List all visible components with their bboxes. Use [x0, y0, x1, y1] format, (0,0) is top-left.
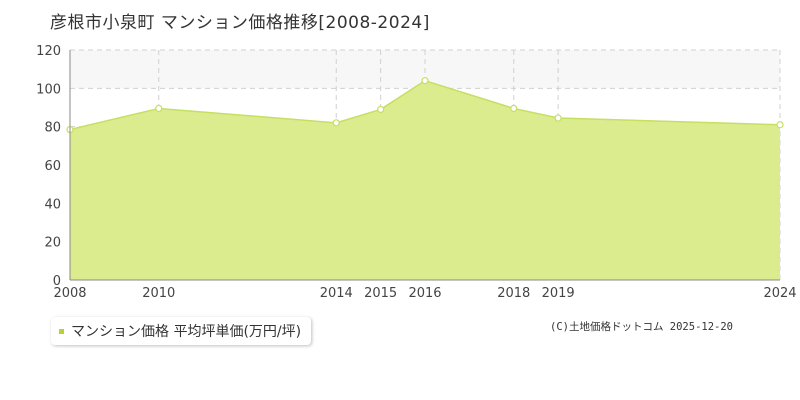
y-tick-label-0: 0 — [53, 274, 61, 289]
y-tick-label-80: 80 — [44, 121, 61, 136]
series-area — [70, 80, 780, 281]
credit-text: (C)土地価格ドットコム 2025-12-20 — [550, 321, 734, 333]
x-tick-label-2019: 2019 — [542, 286, 575, 300]
x-tick-label-2015: 2015 — [364, 286, 397, 300]
legend-swatch — [59, 328, 64, 334]
y-tick-label-60: 60 — [44, 159, 61, 174]
legend-label: マンション価格 平均坪単価(万円/坪) — [71, 324, 302, 340]
series-line — [69, 79, 781, 131]
legend: マンション価格 平均坪単価(万円/坪) — [51, 317, 312, 345]
x-tick-label-2010: 2010 — [142, 286, 175, 300]
data-point-2010 — [155, 104, 163, 113]
x-tick-label-2018: 2018 — [497, 286, 530, 300]
y-tick-label-100: 100 — [36, 82, 61, 97]
data-point-2019 — [554, 114, 562, 122]
y-tick-label-20: 20 — [44, 236, 61, 251]
data-point-2024 — [776, 121, 784, 129]
y-tick-label-120: 120 — [36, 44, 61, 59]
data-point-2016 — [421, 77, 429, 85]
data-point-2015 — [377, 105, 385, 114]
chart-title: 彦根市小泉町 マンション価格推移[2008-2024] — [50, 13, 430, 33]
x-tick-label-2016: 2016 — [408, 286, 441, 300]
x-tick-label-2014: 2014 — [320, 286, 353, 300]
data-point-2014 — [332, 119, 340, 127]
y-tick-label-40: 40 — [44, 197, 61, 212]
area-chart: 0 20 40 60 80 100 120 2008 2010 2014 2015 2016 2018 2… — [36, 44, 796, 300]
x-tick-label-2024: 2024 — [763, 286, 796, 300]
data-point-2018 — [510, 104, 518, 113]
x-tick-label-2008: 2008 — [53, 286, 86, 300]
